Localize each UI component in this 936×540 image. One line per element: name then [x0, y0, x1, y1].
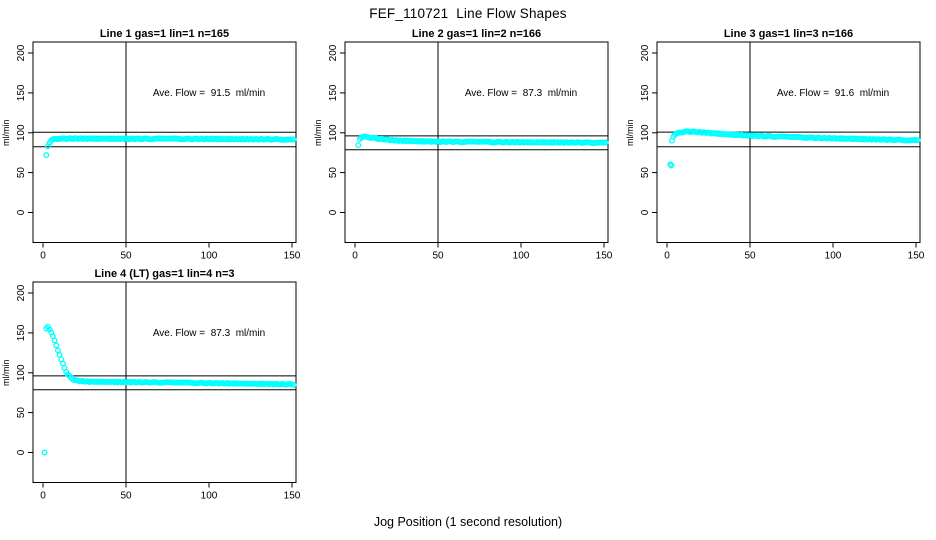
y-tick-label: 150: [16, 324, 27, 341]
panel-title: Line 3 gas=1 lin=3 n=166: [724, 28, 853, 40]
y-tick-label: 0: [16, 449, 27, 455]
x-tick-label: 0: [664, 251, 670, 262]
x-tick-label: 150: [908, 251, 925, 262]
data-point: [602, 139, 609, 146]
y-tick-label: 100: [640, 124, 651, 141]
panel-line-2: 0 50 100 150 0 50 100 150 200 ml/min Line 2 gas=1 …: [312, 28, 624, 273]
y-tick-label: 50: [16, 407, 27, 419]
y-tick-label: 200: [16, 284, 27, 301]
y-tick-label: 150: [640, 84, 651, 101]
x-tick-label: 150: [596, 251, 613, 262]
x-tick-label: 50: [432, 251, 444, 262]
data-point: [667, 161, 674, 168]
y-tick-label: 0: [640, 209, 651, 215]
x-tick-label: 0: [40, 251, 46, 262]
plot-box: [32, 41, 297, 243]
data-point: [668, 162, 675, 169]
plot-box: [656, 41, 921, 243]
panel-title: Line 1 gas=1 lin=1 n=165: [100, 28, 229, 40]
ave-flow-annotation: Ave. Flow = 87.3 ml/min: [465, 88, 577, 99]
data-point: [41, 449, 48, 456]
y-tick-label: 200: [328, 44, 339, 61]
panel-line-4: 0 50 100 150 0 50 100 150 200 ml/min Line 4 (LT) g…: [0, 268, 312, 513]
data-point: [51, 337, 58, 344]
y-axis-label: ml/min: [313, 120, 323, 147]
y-tick-label: 50: [640, 167, 651, 179]
y-tick-label: 100: [16, 364, 27, 381]
y-axis-label: ml/min: [1, 120, 11, 147]
data-point: [914, 137, 921, 144]
y-tick-label: 200: [16, 44, 27, 61]
data-point: [43, 152, 50, 159]
data-point: [290, 136, 297, 143]
y-tick-label: 50: [16, 167, 27, 179]
x-tick-label: 50: [120, 251, 132, 262]
y-tick-label: 0: [16, 209, 27, 215]
x-tick-label: 0: [40, 491, 46, 502]
y-tick-label: 100: [16, 124, 27, 141]
data-point: [54, 347, 61, 354]
x-tick-label: 50: [120, 491, 132, 502]
panel-title: Line 4 (LT) gas=1 lin=4 n=3: [94, 268, 234, 280]
data-points: [41, 323, 297, 456]
data-points: [667, 128, 921, 169]
data-point: [290, 381, 297, 388]
y-axis-label: ml/min: [1, 360, 11, 387]
x-tick-label: 100: [513, 251, 530, 262]
y-tick-label: 100: [328, 124, 339, 141]
ave-flow-annotation: Ave. Flow = 87.3 ml/min: [153, 328, 265, 339]
x-tick-label: 100: [201, 491, 218, 502]
panel-line-1: 0 50 100 150 0 50 100 150 200 ml/min Line 1 gas=1 …: [0, 28, 312, 273]
data-points: [43, 135, 297, 159]
x-axis-label: Jog Position (1 second resolution): [373, 515, 563, 529]
y-tick-label: 200: [640, 44, 651, 61]
x-tick-label: 0: [352, 251, 358, 262]
y-tick-label: 150: [16, 84, 27, 101]
panel-line-3: 0 50 100 150 0 50 100 150 200 ml/min Line 3 gas=1 …: [624, 28, 936, 273]
x-tick-label: 150: [284, 251, 301, 262]
y-tick-label: 50: [328, 167, 339, 179]
x-tick-label: 50: [744, 251, 756, 262]
x-tick-label: 100: [201, 251, 218, 262]
ave-flow-annotation: Ave. Flow = 91.6 ml/min: [777, 88, 889, 99]
plot-box: [32, 281, 297, 483]
figure-title: FEF_110721 Line Flow Shapes: [369, 6, 567, 21]
panel-title: Line 2 gas=1 lin=2 n=166: [412, 28, 541, 40]
data-point: [53, 342, 60, 349]
y-tick-label: 150: [328, 84, 339, 101]
data-points: [355, 133, 609, 149]
data-point: [355, 142, 362, 149]
ave-flow-annotation: Ave. Flow = 91.5 ml/min: [153, 88, 265, 99]
y-axis-label: ml/min: [625, 120, 635, 147]
x-tick-label: 150: [284, 491, 301, 502]
y-tick-label: 0: [328, 209, 339, 215]
x-tick-label: 100: [825, 251, 842, 262]
